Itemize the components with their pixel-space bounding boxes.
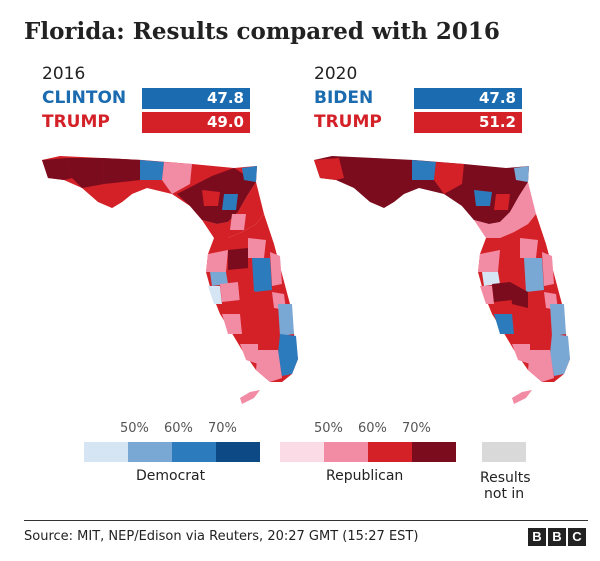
logo-letter: C (568, 528, 586, 546)
chart-title: Florida: Results compared with 2016 (24, 18, 500, 45)
candidate-row-rep: TRUMP 51.2 (314, 112, 524, 134)
legend-label-republican: Republican (326, 468, 404, 484)
panel-year: 2016 (42, 64, 86, 84)
legend-swatch (412, 442, 456, 462)
panel-2020: 2020 BIDEN 47.8 TRUMP 51.2 (314, 64, 584, 409)
footer-divider (24, 520, 588, 521)
legend-tick: 70% (402, 421, 431, 436)
florida-county-map-2020 (314, 156, 570, 404)
candidate-row-dem: BIDEN 47.8 (314, 88, 524, 110)
legend-swatch (280, 442, 324, 462)
legend-swatch (84, 442, 128, 462)
legend-label-not-in: not in (484, 486, 525, 502)
legend-swatches (280, 442, 456, 462)
candidate-vote-share: 47.8 (414, 88, 522, 109)
legend-label-democrat: Democrat (136, 468, 206, 484)
candidate-vote-share: 49.0 (142, 112, 250, 133)
candidate-vote-share: 51.2 (414, 112, 522, 133)
legend-swatches (84, 442, 260, 462)
panel-year: 2020 (314, 64, 358, 84)
legend-swatch (368, 442, 412, 462)
legend-tick: 60% (164, 421, 193, 436)
source-note: Source: MIT, NEP/Edison via Reuters, 20:… (24, 529, 419, 544)
legend-democrat: 50% 60% 70% Democrat (84, 421, 260, 484)
legend-label-results: Results (480, 470, 531, 486)
candidate-name: TRUMP (42, 112, 110, 132)
candidate-row-dem: CLINTON 47.8 (42, 88, 252, 110)
florida-county-map-2016 (42, 156, 298, 404)
panel-2016: 2016 CLINTON 47.8 TRUMP 49.0 (42, 64, 312, 409)
legend-results-not-in: Results not in (480, 424, 531, 502)
logo-letter: B (528, 528, 546, 546)
legend-tick: 50% (120, 421, 149, 436)
logo-letter: B (548, 528, 566, 546)
candidate-row-rep: TRUMP 49.0 (42, 112, 252, 134)
legend-swatch (482, 442, 526, 462)
candidate-name: TRUMP (314, 112, 382, 132)
legend-tick: 70% (208, 421, 237, 436)
candidate-vote-share: 47.8 (142, 88, 250, 109)
legend-republican: 50% 60% 70% Republican (280, 421, 456, 484)
legend-swatch (128, 442, 172, 462)
candidate-name: CLINTON (42, 88, 127, 108)
legend-swatch (216, 442, 260, 462)
legend-swatch (172, 442, 216, 462)
legend-swatch (324, 442, 368, 462)
legend-tick: 50% (314, 421, 343, 436)
legend-tick: 60% (358, 421, 387, 436)
legend-swatches (482, 442, 526, 462)
candidate-name: BIDEN (314, 88, 374, 108)
bbc-logo: B B C (528, 528, 586, 546)
